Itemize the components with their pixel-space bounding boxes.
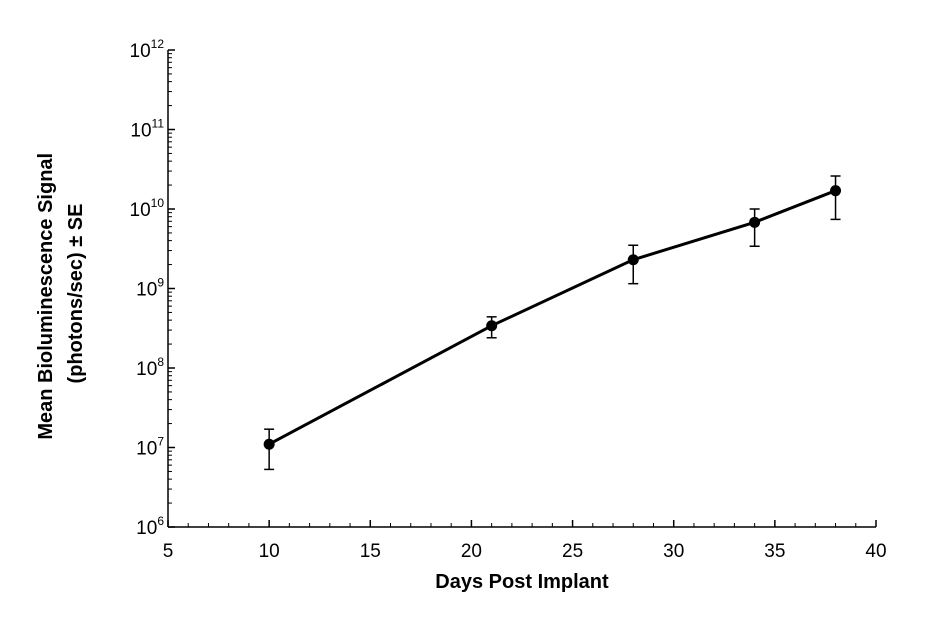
y-tick-label-base: 10 xyxy=(130,121,151,142)
x-tick-label: 5 xyxy=(163,541,174,562)
data-point xyxy=(486,320,498,332)
y-tick-label-base: 10 xyxy=(130,41,151,62)
data-point xyxy=(830,185,842,197)
y-tick-label-exponent: 8 xyxy=(157,355,164,369)
y-tick-label-base: 10 xyxy=(136,518,157,539)
y-tick-label-base: 10 xyxy=(136,280,157,301)
y-axis-title-line-1: Mean Bioluminescence Signal xyxy=(35,153,57,440)
x-tick-label: 40 xyxy=(865,541,886,562)
x-tick-label: 30 xyxy=(663,541,684,562)
y-tick-label-exponent: 7 xyxy=(157,435,164,449)
y-tick-label: 1010 xyxy=(130,196,165,221)
y-tick-label: 107 xyxy=(136,435,164,460)
y-tick-label-exponent: 11 xyxy=(152,117,165,131)
y-tick-label: 106 xyxy=(136,514,164,539)
y-tick-label-exponent: 9 xyxy=(157,276,164,290)
y-axis-title: Mean Bioluminescence Signal (photons/sec… xyxy=(35,147,87,439)
axes xyxy=(167,50,876,528)
x-tick-label: 35 xyxy=(764,541,785,562)
y-tick-label-base: 10 xyxy=(130,200,151,221)
y-tick-label: 108 xyxy=(136,355,164,380)
y-tick-label: 109 xyxy=(136,276,164,301)
y-tick-label-exponent: 10 xyxy=(151,196,165,210)
y-tick-label-base: 10 xyxy=(136,359,157,380)
series xyxy=(263,175,842,471)
x-tick-label: 15 xyxy=(360,541,381,562)
y-tick-label: 1011 xyxy=(130,117,164,142)
data-point xyxy=(627,254,639,266)
series-line xyxy=(268,189,837,446)
y-tick-label-exponent: 12 xyxy=(151,37,165,51)
x-ticks: 5 10 15 20 25 30 35 40 xyxy=(163,520,887,562)
x-tick-label: 20 xyxy=(461,541,482,562)
data-point xyxy=(263,438,275,450)
data-point xyxy=(749,216,761,228)
y-tick-label-base: 10 xyxy=(136,439,157,460)
y-tick-label-exponent: 6 xyxy=(157,514,164,528)
y-axis-title-line-2: (photons/sec) ± SE xyxy=(65,204,87,384)
x-axis-title: Days Post Implant xyxy=(435,571,609,593)
x-tick-label: 10 xyxy=(259,541,280,562)
x-tick-label: 25 xyxy=(562,541,583,562)
y-tick-label: 1012 xyxy=(130,37,165,62)
